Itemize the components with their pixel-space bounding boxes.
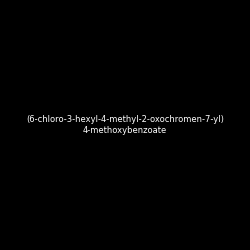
- Text: (6-chloro-3-hexyl-4-methyl-2-oxochromen-7-yl) 4-methoxybenzoate: (6-chloro-3-hexyl-4-methyl-2-oxochromen-…: [26, 115, 224, 135]
